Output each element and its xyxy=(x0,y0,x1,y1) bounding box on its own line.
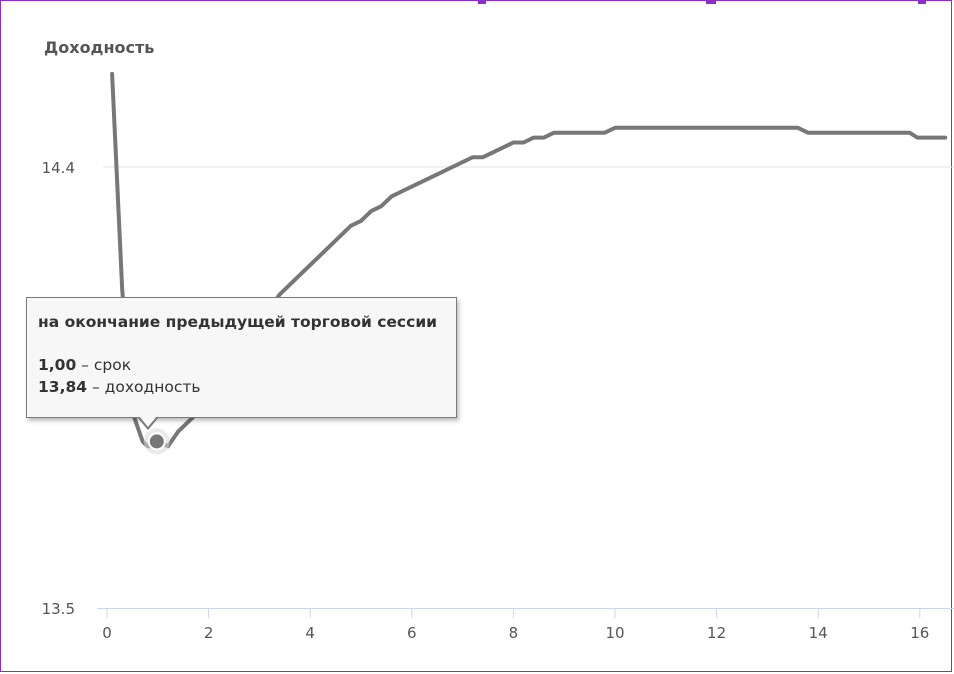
tooltip-yield-row: 13,84 – доходность xyxy=(38,378,201,396)
title-fragment xyxy=(478,0,486,4)
x-tick-label: 0 xyxy=(102,624,112,642)
title-fragment xyxy=(706,0,716,4)
y-tick-label: 14.4 xyxy=(42,159,75,177)
x-tick-label: 10 xyxy=(605,624,624,642)
highlight-point xyxy=(147,432,166,451)
tooltip-title: на окончание предыдущей торговой сессии xyxy=(38,313,438,331)
title-fragment xyxy=(918,0,926,4)
x-tick-label: 2 xyxy=(204,624,214,642)
x-tick-label: 6 xyxy=(407,624,417,642)
tooltip-yield-value: 13,84 xyxy=(38,378,88,396)
x-tick-label: 4 xyxy=(305,624,315,642)
tooltip-term-value: 1,00 xyxy=(38,356,77,374)
y-tick-label: 13.5 xyxy=(42,600,75,618)
y-axis-title: Доходность xyxy=(44,38,155,57)
tooltip-term-row: 1,00 – срок xyxy=(38,356,131,374)
tooltip-yield-label: – доходность xyxy=(87,378,201,396)
data-tooltip: на окончание предыдущей торговой сессии … xyxy=(26,297,457,418)
x-tick-label: 12 xyxy=(707,624,726,642)
x-tick-label: 16 xyxy=(910,624,929,642)
x-tick-label: 14 xyxy=(809,624,828,642)
x-tick-label: 8 xyxy=(509,624,519,642)
tooltip-term-label: – срок xyxy=(76,356,132,374)
tooltip-pointer-fill xyxy=(139,416,157,427)
